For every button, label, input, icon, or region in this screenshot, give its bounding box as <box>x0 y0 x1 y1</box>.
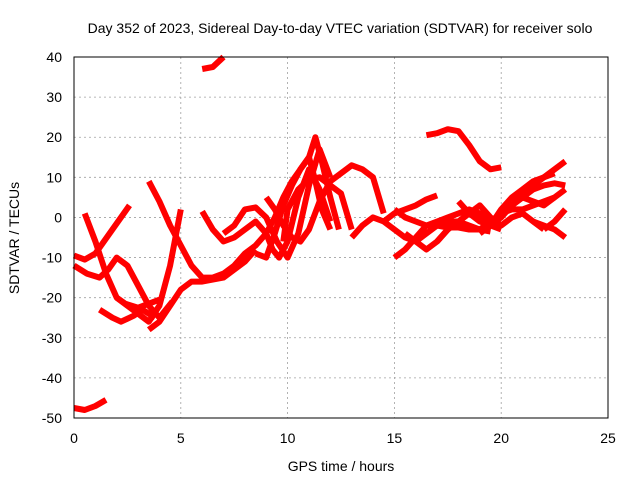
series-line-sat-c <box>72 203 132 263</box>
y-tick-label: 0 <box>54 209 62 225</box>
y-tick-label: -30 <box>42 330 62 346</box>
y-tick-label: 40 <box>46 49 62 65</box>
y-tick-label: 10 <box>46 169 62 185</box>
series-line-sat-t <box>425 126 502 173</box>
x-tick-labels: 0 5 10 15 20 25 <box>70 430 616 446</box>
x-tick-label: 10 <box>280 430 296 446</box>
series-group <box>72 54 568 413</box>
series-line-sat-a <box>73 397 108 413</box>
series-line-sat-aa <box>542 207 568 232</box>
y-axis-label: SDTVAR / TECUs <box>6 182 22 294</box>
y-tick-label: -20 <box>42 290 62 306</box>
series-line-sat-s <box>392 206 492 235</box>
series-line-sat-h <box>114 295 161 311</box>
series-line-sat-y <box>510 170 556 204</box>
plot-frame <box>73 56 609 419</box>
series-line-sat-n <box>280 174 355 242</box>
series-line-sat-u <box>434 202 546 244</box>
x-tick-label: 5 <box>177 430 185 446</box>
y-tick-label: -50 <box>42 410 62 426</box>
y-tick-label: 20 <box>46 129 62 145</box>
x-tick-label: 15 <box>387 430 403 446</box>
x-tick-label: 20 <box>493 430 509 446</box>
x-axis-label: GPS time / hours <box>288 458 395 474</box>
series-line-sat-q <box>381 192 439 224</box>
grid <box>74 57 608 418</box>
series-line-sat-l <box>254 134 342 261</box>
series-line-sat-e <box>81 208 184 325</box>
series-line-sat-g <box>146 247 258 333</box>
x-tick-label: 0 <box>70 430 78 446</box>
chart-title: Day 352 of 2023, Sidereal Day-to-day VTE… <box>88 20 593 36</box>
x-tick-label: 25 <box>600 430 616 446</box>
y-tick-label: -10 <box>42 250 62 266</box>
y-tick-label: -40 <box>42 370 62 386</box>
series-line-sat-f <box>98 306 157 325</box>
series-line-sat-k <box>221 146 334 261</box>
y-tick-labels: -50 -40 -30 -20 -10 0 10 20 30 40 <box>42 49 62 426</box>
y-tick-label: 30 <box>46 89 62 105</box>
series-line-sat-x <box>499 180 566 216</box>
series-line-sat-b <box>201 54 226 72</box>
